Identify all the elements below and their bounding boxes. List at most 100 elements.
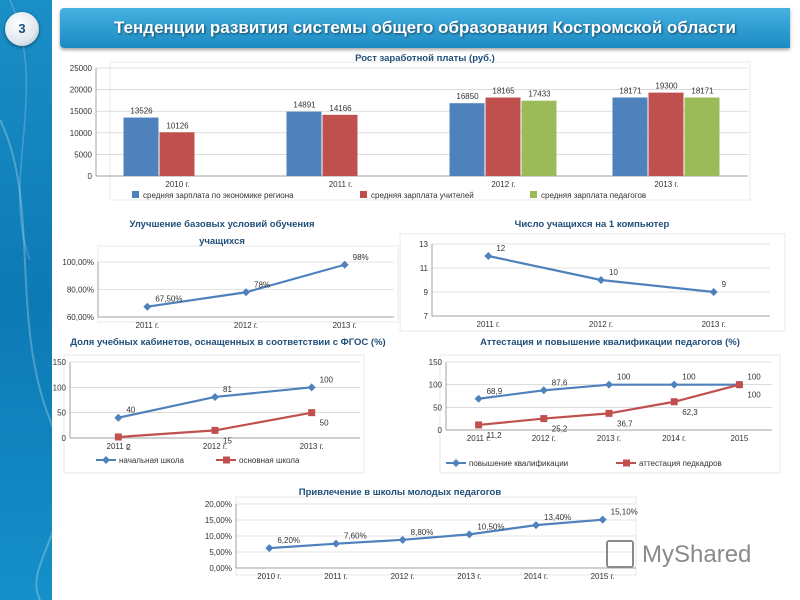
x-tick-label: 2013 г.: [597, 434, 621, 443]
y-tick-label: 20000: [70, 86, 93, 95]
watermark: MyShared: [606, 537, 776, 573]
data-point: [709, 288, 718, 296]
data-label: 68,9: [487, 387, 503, 396]
x-tick-label: 2012 г.: [589, 320, 613, 329]
chart-frame: [439, 354, 781, 474]
x-tick-label: 2013 г.: [333, 321, 357, 330]
legend-label: основная школа: [239, 456, 300, 465]
series-line: [118, 386, 312, 419]
x-tick-label: 2011 г.: [107, 442, 131, 451]
y-tick-label: 150: [53, 358, 67, 367]
y-tick-label: 0: [438, 426, 443, 435]
legend-label: начальная школа: [119, 456, 185, 465]
x-tick-label: 2012 г.: [391, 572, 415, 581]
data-label: 11,2: [487, 431, 503, 440]
chart-title: Аттестация и повышение квалификации педа…: [480, 337, 740, 348]
slide-number: 3: [18, 21, 26, 36]
data-label: 62,3: [682, 408, 698, 417]
slide-number-badge: 3: [5, 12, 39, 46]
chart-frame: [399, 233, 786, 332]
x-tick-label: 2013 г.: [702, 320, 726, 329]
data-point: [532, 521, 540, 530]
data-label: 87,6: [552, 378, 568, 387]
data-label: 100: [682, 373, 696, 382]
x-tick-label: 2012 г.: [532, 434, 556, 443]
bar: [612, 97, 648, 176]
data-point: [484, 252, 493, 260]
data-point: [735, 381, 743, 389]
legend-swatch: [360, 191, 367, 198]
data-point: [398, 535, 407, 544]
y-tick-label: 5,00%: [209, 548, 232, 557]
data-label: 15: [223, 436, 232, 445]
data-point: [605, 409, 613, 417]
chart-frame: [63, 354, 365, 474]
chart-title: Привлечение в школы молодых педагогов: [299, 487, 502, 498]
y-tick-label: 100: [53, 383, 67, 392]
data-label: 7,60%: [344, 532, 367, 541]
data-point: [475, 421, 483, 429]
bar: [123, 117, 159, 176]
data-point: [670, 398, 678, 406]
x-tick-label: 2015 г.: [591, 572, 615, 581]
x-tick-label: 2012 г.: [491, 180, 515, 189]
x-tick-label: 2013 г.: [457, 572, 481, 581]
y-tick-label: 0: [88, 172, 93, 181]
chart-frame: [109, 61, 751, 201]
data-label: 16850: [456, 92, 479, 101]
data-point: [597, 276, 605, 284]
legend-label: средняя зарплата педагогов: [541, 191, 646, 200]
x-tick-label: 2011 г.: [467, 434, 491, 443]
legend-swatch: [530, 191, 537, 198]
data-point: [465, 530, 474, 539]
chart-attestation: Аттестация и повышение квалификации педа…: [429, 337, 781, 474]
bar: [322, 114, 358, 176]
bar: [648, 92, 684, 176]
x-tick-label: 2013 г.: [654, 180, 678, 189]
legend-label: аттестация педкадров: [639, 459, 722, 468]
legend-label: средняя зарплата учителей: [371, 191, 474, 200]
data-label: 100: [320, 375, 334, 384]
legend-marker: [102, 456, 110, 464]
y-tick-label: 7: [424, 312, 429, 321]
x-tick-label: 2012 г.: [203, 442, 227, 451]
data-point: [340, 260, 349, 269]
legend-marker: [623, 459, 630, 467]
x-tick-label: 2012 г.: [234, 321, 258, 330]
data-label: 9: [722, 280, 727, 289]
data-point: [242, 288, 250, 297]
data-point: [307, 383, 316, 392]
data-label: 81: [223, 385, 232, 394]
page-title: Тенденции развития системы общего образо…: [114, 18, 736, 37]
x-tick-label: 2015: [731, 434, 749, 443]
bar: [485, 97, 521, 176]
data-point: [670, 380, 679, 389]
series-line: [488, 254, 714, 294]
bar: [684, 97, 720, 176]
y-tick-label: 15000: [70, 107, 93, 116]
watermark-text: MyShared: [642, 541, 752, 568]
data-label: 25,2: [552, 425, 568, 434]
data-label: 10: [609, 268, 618, 277]
data-label: 2: [126, 443, 131, 452]
x-tick-label: 2014 г.: [662, 434, 686, 443]
data-label: 14891: [293, 101, 316, 110]
y-tick-label: 13: [419, 240, 428, 249]
chart-young: Привлечение в школы молодых педагогов 0,0…: [205, 487, 638, 581]
y-tick-label: 100: [429, 381, 443, 390]
x-tick-label: 2014 г.: [524, 572, 548, 581]
data-label: 40: [126, 406, 135, 415]
data-point: [114, 433, 122, 441]
presentation-board-icon: [606, 540, 634, 568]
y-tick-label: 50: [57, 409, 66, 418]
y-tick-label: 5000: [74, 150, 92, 159]
x-tick-label: 2011 г.: [324, 572, 348, 581]
data-label: 78%: [254, 280, 270, 289]
data-point: [211, 426, 219, 434]
y-tick-label: 10000: [70, 129, 93, 138]
data-label: 67,50%: [155, 295, 182, 304]
x-tick-label: 2011 г.: [329, 180, 353, 189]
data-point: [474, 394, 483, 403]
chart-fgos: Доля учебных кабинетов, оснащенных в соо…: [53, 337, 386, 474]
